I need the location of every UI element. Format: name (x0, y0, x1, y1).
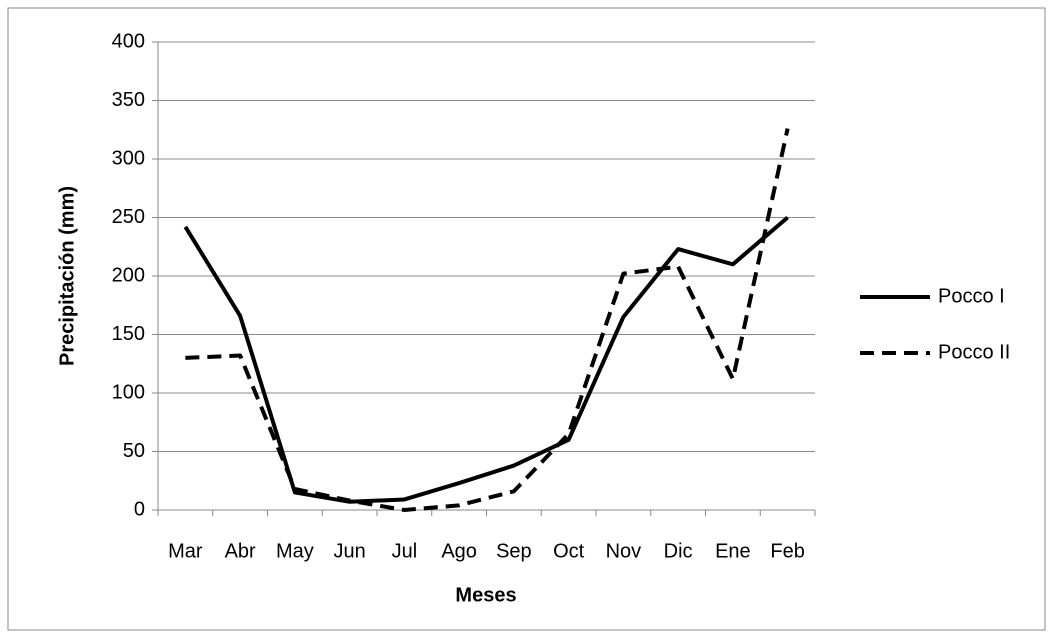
x-tick-label: Nov (606, 540, 642, 562)
legend-label: Pocco I (938, 285, 1005, 307)
x-tick-label: Ene (715, 540, 751, 562)
chart-border (7, 7, 1046, 631)
y-tick-label: 100 (112, 381, 145, 403)
x-tick-label: May (276, 540, 314, 562)
series-line (183, 215, 789, 504)
y-tick-label: 150 (112, 323, 145, 345)
legend-label: Pocco II (938, 341, 1010, 363)
x-tick-label: Dic (664, 540, 693, 562)
y-tick-label: 300 (112, 147, 145, 169)
x-tick-label: Ago (441, 540, 477, 562)
y-tick-label: 400 (112, 30, 145, 52)
x-tick-label: Oct (553, 540, 585, 562)
x-tick-label: Jul (392, 540, 418, 562)
y-tick-label: 200 (112, 264, 145, 286)
x-tick-label: Sep (496, 540, 532, 562)
x-tick-label: Jun (334, 540, 366, 562)
y-tick-label: 350 (112, 89, 145, 111)
y-tick-label: 0 (134, 498, 145, 520)
y-axis-title: Precipitación (mm) (56, 186, 78, 366)
x-axis-title: Meses (455, 584, 516, 606)
y-tick-label: 250 (112, 206, 145, 228)
y-tick-label: 50 (123, 440, 145, 462)
x-tick-label: Abr (225, 540, 256, 562)
x-tick-label: Feb (770, 540, 804, 562)
x-tick-label: Mar (168, 540, 203, 562)
